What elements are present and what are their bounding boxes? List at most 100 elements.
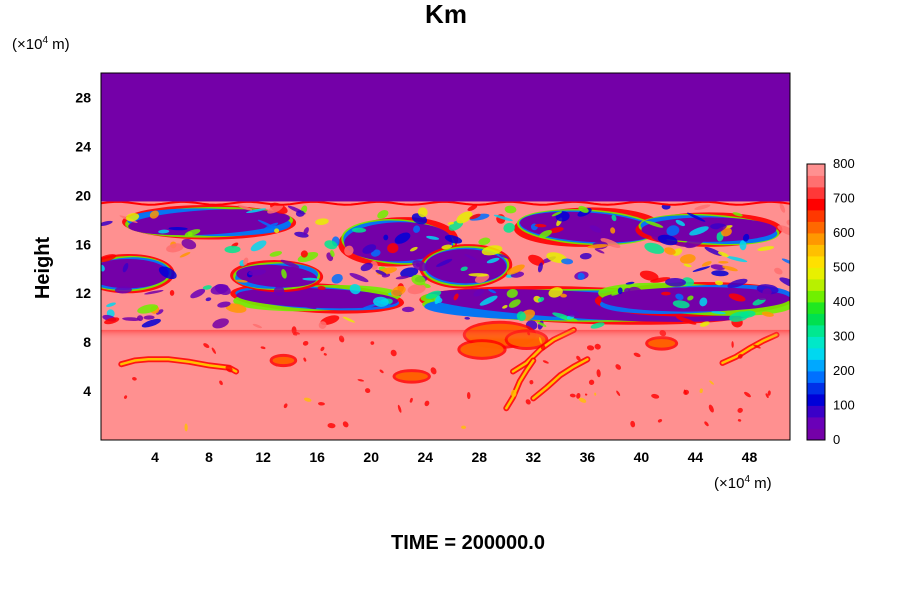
band-eddy [579, 252, 592, 260]
colorbar-swatch [807, 394, 825, 406]
band-eddy [672, 300, 690, 309]
band-eddy [711, 311, 726, 315]
band-eddy [679, 254, 696, 264]
band-eddy [143, 315, 155, 320]
band-eddy [390, 285, 406, 297]
band-eddy [259, 229, 265, 233]
hot-spot [395, 372, 428, 381]
colorbar-swatch [807, 336, 825, 349]
band-eddy [714, 280, 724, 286]
band-eddy [362, 303, 379, 309]
band-eddy [295, 210, 305, 217]
band-eddy [141, 318, 161, 328]
colorbar-swatch [807, 187, 825, 199]
low-speckle [357, 379, 365, 382]
band-eddy [481, 245, 503, 256]
band-eddy [650, 277, 671, 283]
band-eddy [710, 264, 726, 270]
colorbar-swatch [807, 371, 825, 383]
band-eddy [106, 302, 116, 307]
low-speckle [708, 404, 714, 413]
low-speckle [683, 389, 690, 395]
low-speckle [737, 407, 743, 413]
colorbar-swatch [807, 348, 825, 360]
band-eddy [467, 205, 478, 211]
low-speckle [317, 402, 325, 406]
band-eddy [184, 229, 201, 237]
band-eddy [317, 286, 326, 290]
band-eddy [675, 293, 684, 301]
x-axis-unit: (×104 m) [714, 474, 772, 492]
band-eddy [330, 250, 335, 257]
band-eddy [104, 317, 120, 325]
low-speckle [765, 393, 769, 398]
band-eddy [453, 293, 459, 301]
band-eddy [168, 226, 188, 231]
x-tick-label: 40 [634, 449, 650, 465]
x-tick-label: 24 [417, 449, 433, 465]
low-speckle [124, 395, 128, 399]
colorbar-swatch [807, 302, 825, 314]
y-tick-label: 16 [75, 236, 91, 252]
band-eddy [464, 317, 471, 320]
x-tick-label: 20 [363, 449, 379, 465]
band-eddy [280, 259, 300, 268]
band-eddy [548, 227, 564, 234]
band-eddy [351, 227, 367, 233]
band-eddy [493, 214, 513, 222]
x-tick-label: 4 [151, 449, 159, 465]
low-speckle [651, 393, 660, 399]
band-eddy [395, 275, 409, 280]
band-eddy [548, 287, 563, 298]
band-eddy [479, 295, 498, 306]
band-eddy [727, 278, 748, 288]
band-eddy [726, 256, 748, 263]
low-speckle [390, 349, 397, 357]
band-eddy [237, 204, 253, 211]
band-eddy [158, 229, 170, 234]
colorbar-tick-label: 600 [833, 225, 855, 240]
band-eddy [273, 286, 285, 296]
band-eddy [732, 212, 743, 217]
colorbar-swatch [807, 210, 825, 222]
y-axis-unit: (×104 m) [12, 35, 70, 53]
colorbar-swatch [807, 221, 825, 234]
band-lens [600, 287, 790, 312]
band-eddy [394, 232, 411, 244]
colorbar-swatch [807, 417, 825, 429]
band-eddy [710, 225, 727, 236]
band-eddy [297, 251, 319, 263]
band-eddy [611, 214, 617, 222]
band-eddy [552, 312, 571, 320]
band-eddy [644, 242, 665, 254]
band-eddy [645, 220, 664, 228]
band-eddy [434, 295, 441, 305]
contour-plot-area [101, 73, 790, 440]
low-speckle [397, 404, 402, 413]
band-eddy [210, 284, 229, 295]
band-eddy [169, 290, 175, 296]
band-eddy [757, 246, 775, 251]
colorbar-swatch [807, 359, 825, 372]
band-eddy [657, 234, 678, 246]
low-speckle [283, 403, 288, 409]
band-lens [519, 211, 655, 243]
low-speckle [529, 380, 534, 385]
band-eddy [666, 225, 680, 236]
band-eddy [623, 288, 631, 293]
x-tick-label: 36 [580, 449, 596, 465]
chart-title: Km [425, 0, 467, 29]
band-eddy [324, 240, 338, 250]
x-tick-label: 48 [742, 449, 758, 465]
band-eddy [373, 296, 389, 307]
low-speckle [303, 357, 307, 362]
band-eddy [225, 303, 247, 313]
low-speckle [342, 421, 349, 428]
band-eddy [246, 208, 267, 214]
low-speckle [704, 421, 709, 427]
band-eddy [661, 291, 671, 296]
y-tick-label: 8 [83, 334, 91, 350]
band-eddy [742, 233, 750, 242]
x-axis-ticks: 4 8 12 16 20 24 28 32 36 40 44 48 [151, 449, 757, 465]
band-eddy [447, 221, 455, 225]
